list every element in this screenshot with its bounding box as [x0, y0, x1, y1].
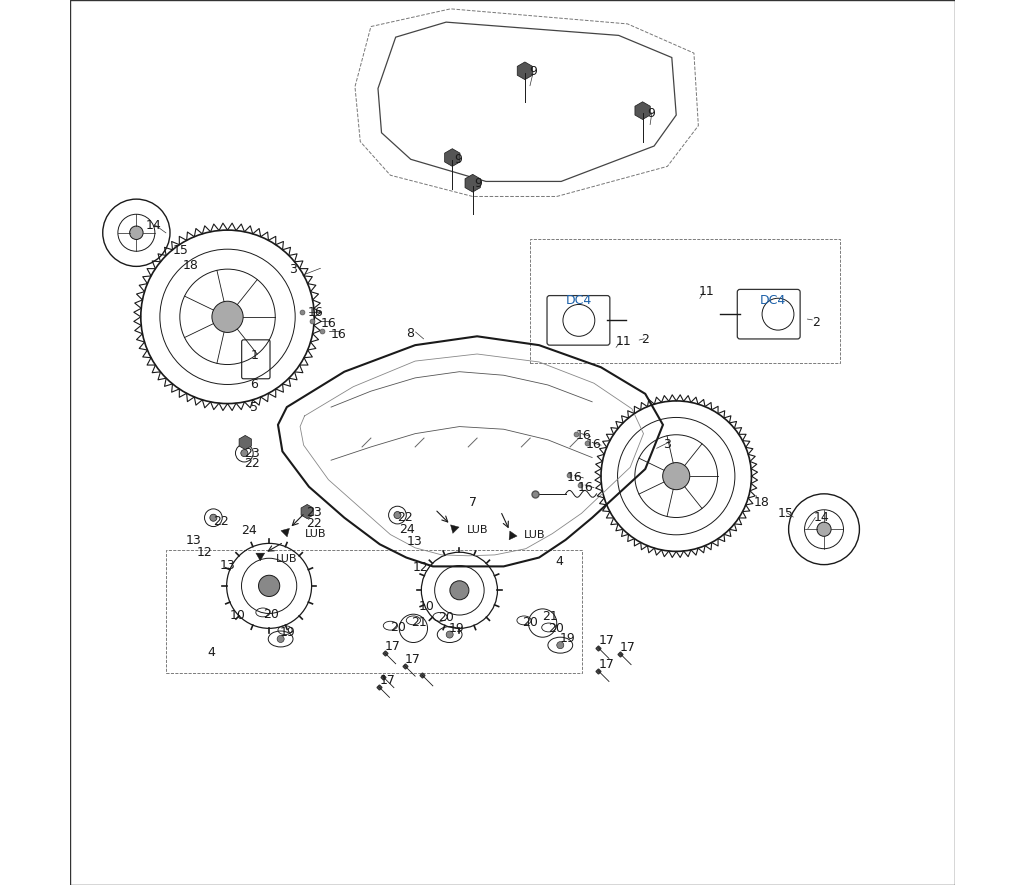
- Text: 3: 3: [663, 438, 670, 450]
- Text: 23: 23: [306, 506, 322, 519]
- Text: 15: 15: [172, 244, 189, 257]
- Circle shape: [817, 522, 831, 536]
- Text: 16: 16: [330, 328, 346, 341]
- Circle shape: [258, 575, 280, 596]
- Circle shape: [277, 635, 284, 643]
- Text: 20: 20: [263, 608, 279, 620]
- Polygon shape: [465, 174, 481, 192]
- Text: 13: 13: [219, 559, 236, 572]
- Circle shape: [129, 226, 144, 240]
- Text: 13: 13: [406, 535, 422, 548]
- Polygon shape: [301, 504, 314, 519]
- Text: LUB: LUB: [304, 528, 326, 539]
- Text: 16: 16: [575, 429, 591, 442]
- Text: 4: 4: [555, 555, 563, 567]
- Circle shape: [394, 512, 401, 519]
- Text: 1: 1: [250, 350, 258, 362]
- Text: 16: 16: [578, 481, 593, 494]
- Text: 8: 8: [406, 327, 414, 340]
- Text: 9: 9: [475, 177, 483, 189]
- Text: 20: 20: [438, 612, 454, 624]
- Text: 17: 17: [599, 635, 614, 647]
- Text: 17: 17: [405, 653, 420, 666]
- Circle shape: [446, 631, 453, 638]
- Polygon shape: [256, 553, 264, 561]
- Text: 23: 23: [244, 447, 260, 459]
- Text: LUB: LUB: [466, 525, 488, 535]
- Text: 16: 16: [321, 318, 336, 330]
- Text: 13: 13: [186, 535, 202, 547]
- Text: LUB: LUB: [524, 530, 545, 541]
- Text: 20: 20: [548, 622, 564, 635]
- Polygon shape: [518, 62, 533, 80]
- Text: 14: 14: [146, 219, 161, 232]
- Text: 24: 24: [241, 524, 256, 536]
- Text: 21: 21: [541, 611, 558, 623]
- Text: 21: 21: [412, 616, 427, 628]
- Circle shape: [210, 514, 217, 521]
- Text: 18: 18: [182, 259, 198, 272]
- Text: 17: 17: [619, 642, 636, 654]
- Text: 9: 9: [647, 107, 655, 119]
- Text: 19: 19: [560, 633, 575, 645]
- Text: 22: 22: [306, 517, 322, 529]
- Text: 16: 16: [308, 306, 323, 319]
- Text: 19: 19: [280, 627, 295, 639]
- Circle shape: [212, 301, 243, 333]
- Polygon shape: [239, 435, 251, 450]
- Polygon shape: [509, 531, 517, 540]
- Text: 2: 2: [641, 334, 649, 346]
- Text: 18: 18: [754, 496, 770, 509]
- Text: DC4: DC4: [566, 295, 591, 307]
- Text: 14: 14: [814, 512, 829, 524]
- Text: 22: 22: [398, 512, 413, 524]
- Text: 16: 16: [567, 472, 582, 484]
- Text: 12: 12: [412, 561, 428, 573]
- Text: LUB: LUB: [276, 554, 297, 565]
- Text: 5: 5: [250, 401, 257, 413]
- Text: 12: 12: [197, 546, 212, 558]
- Text: 17: 17: [599, 658, 614, 671]
- Text: 6: 6: [250, 378, 258, 390]
- Text: 2: 2: [812, 316, 820, 328]
- Text: 11: 11: [698, 285, 714, 297]
- Text: 24: 24: [399, 523, 415, 535]
- Text: 15: 15: [778, 507, 794, 519]
- Text: 11: 11: [616, 335, 631, 348]
- Text: 22: 22: [213, 515, 230, 527]
- Text: 19: 19: [449, 622, 464, 635]
- Text: 10: 10: [418, 600, 435, 612]
- Circle shape: [450, 581, 468, 600]
- Polygon shape: [445, 149, 460, 166]
- Text: 7: 7: [469, 496, 477, 509]
- Text: 16: 16: [586, 438, 602, 450]
- Text: 20: 20: [522, 616, 538, 628]
- Text: 4: 4: [207, 646, 215, 658]
- Circle shape: [241, 450, 248, 457]
- Polygon shape: [451, 525, 459, 534]
- Text: 9: 9: [454, 153, 462, 165]
- Text: DC4: DC4: [760, 295, 786, 307]
- Bar: [530, 239, 839, 363]
- Text: 20: 20: [391, 621, 406, 634]
- Polygon shape: [281, 528, 289, 537]
- Text: 10: 10: [230, 610, 245, 622]
- Text: 9: 9: [529, 65, 537, 78]
- Polygon shape: [634, 102, 650, 119]
- Text: 22: 22: [244, 458, 260, 470]
- Text: 17: 17: [379, 674, 396, 687]
- Circle shape: [663, 463, 690, 489]
- Bar: [166, 550, 581, 673]
- Circle shape: [557, 642, 564, 649]
- Text: 3: 3: [289, 264, 297, 276]
- Text: 17: 17: [384, 641, 400, 653]
